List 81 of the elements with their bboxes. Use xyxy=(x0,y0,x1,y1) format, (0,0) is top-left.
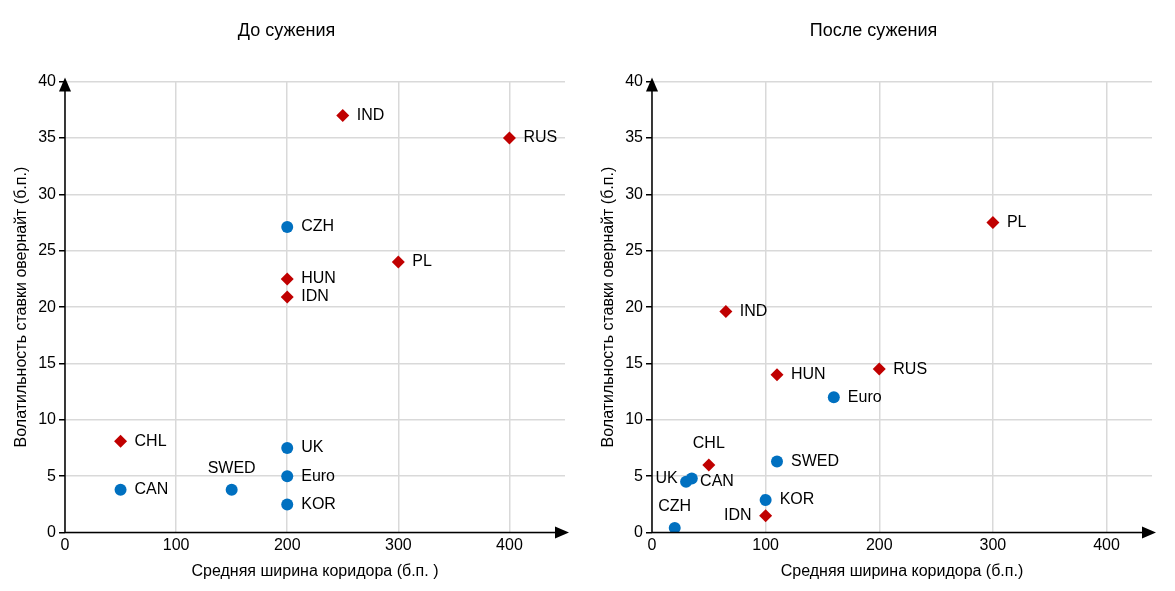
point xyxy=(770,368,784,382)
x-tick-label: 0 xyxy=(60,535,70,553)
y-axis-title: Волатильность ставки овернайт (б.п.) xyxy=(12,166,30,448)
y-tick-label: 40 xyxy=(625,72,644,90)
y-tick-label: 20 xyxy=(625,297,644,315)
y-tick-label: 15 xyxy=(625,353,644,371)
y-tick-label: 10 xyxy=(38,410,57,428)
annotation: SWED xyxy=(207,459,256,477)
point xyxy=(759,493,772,506)
x-tick-label: 400 xyxy=(1093,535,1120,553)
annotation: IDN xyxy=(301,287,329,305)
x-tick-label: 300 xyxy=(384,535,412,553)
annotation: UK xyxy=(301,438,324,456)
y-tick-label: 35 xyxy=(38,128,57,146)
annotation: SWED xyxy=(791,451,839,469)
point xyxy=(702,458,716,472)
point xyxy=(391,255,405,269)
x-tick-label: 100 xyxy=(752,535,780,553)
annotation: CHL xyxy=(134,431,167,449)
point xyxy=(225,483,238,496)
point xyxy=(771,455,783,468)
annotation: RUS xyxy=(893,359,928,377)
point xyxy=(668,522,681,533)
annotation: IND xyxy=(356,105,385,123)
y-tick-label: 0 xyxy=(634,523,644,541)
y-tick-label: 25 xyxy=(38,241,57,259)
point xyxy=(281,221,294,234)
annotation: PL xyxy=(1006,212,1027,230)
point xyxy=(827,391,840,404)
annotation: KOR xyxy=(301,494,336,512)
point xyxy=(502,131,516,145)
x-tick-label: 200 xyxy=(865,535,893,553)
point xyxy=(719,305,733,319)
y-tick-label: 30 xyxy=(625,184,644,202)
chart-title: После сужения xyxy=(809,19,938,40)
annotation: Euro xyxy=(847,387,882,405)
point xyxy=(986,216,1000,230)
x-axis-title: Средняя ширина коридора (б.п. ) xyxy=(191,561,439,579)
y-tick-label: 20 xyxy=(38,297,57,315)
x-tick-label: 400 xyxy=(496,535,523,553)
annotation: Euro xyxy=(301,466,336,484)
x-tick-label: 0 xyxy=(647,535,657,553)
y-tick-label: 10 xyxy=(625,410,644,428)
annotation: CZH xyxy=(658,497,692,515)
annotation: CHL xyxy=(692,434,725,452)
x-axis-title: Средняя ширина коридора (б.п.) xyxy=(780,561,1024,579)
annotation: HUN xyxy=(791,365,826,383)
y-tick-label: 0 xyxy=(47,523,57,541)
point xyxy=(281,470,294,483)
point xyxy=(759,509,773,523)
annotation: CAN xyxy=(134,480,169,498)
y-tick-label: 40 xyxy=(38,72,57,90)
point xyxy=(280,272,294,286)
annotation: RUS xyxy=(523,128,558,146)
y-tick-label: 15 xyxy=(38,353,57,371)
x-tick-label: 100 xyxy=(162,535,190,553)
annotation: IND xyxy=(739,302,768,320)
annotation: HUN xyxy=(301,269,336,287)
annotation: PL xyxy=(412,252,432,270)
y-tick-label: 5 xyxy=(634,466,644,484)
annotation: CAN xyxy=(700,472,734,490)
point xyxy=(280,290,294,304)
annotation: KOR xyxy=(779,490,815,508)
point xyxy=(872,362,886,376)
y-tick-label: 5 xyxy=(47,466,57,484)
annotation: IDN xyxy=(724,506,752,524)
x-tick-label: 300 xyxy=(979,535,1007,553)
point xyxy=(281,498,294,511)
annotation: UK xyxy=(655,468,679,486)
point xyxy=(114,483,127,496)
point xyxy=(281,442,294,455)
annotation: CZH xyxy=(301,217,335,235)
chart-title: До сужения xyxy=(237,19,336,40)
y-tick-label: 25 xyxy=(625,241,644,259)
y-axis-title: Волатильность ставки овернайт (б.п.) xyxy=(599,166,617,448)
point xyxy=(114,434,128,448)
x-tick-label: 200 xyxy=(273,535,301,553)
point xyxy=(685,472,698,485)
y-tick-label: 35 xyxy=(625,128,644,146)
y-tick-label: 30 xyxy=(38,184,57,202)
point xyxy=(336,108,350,122)
